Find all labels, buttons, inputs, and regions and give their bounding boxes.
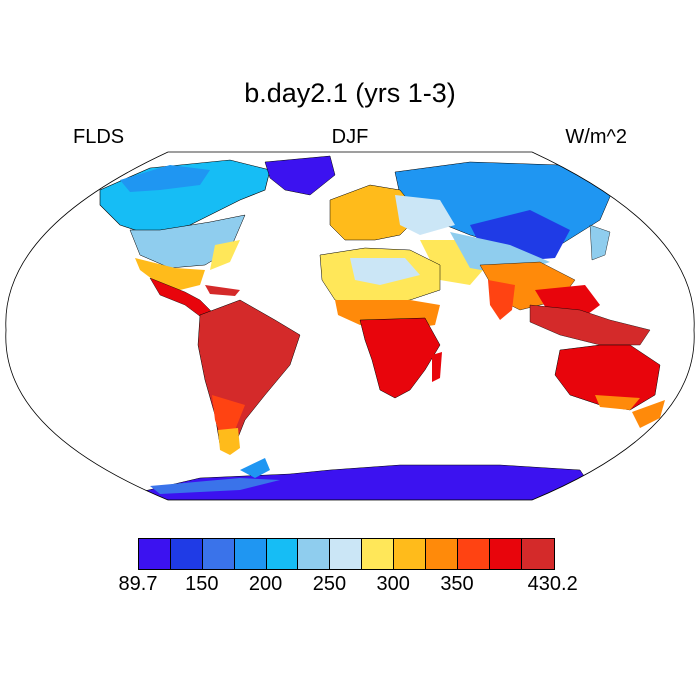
new-zealand	[632, 400, 665, 428]
units-label: W/m^2	[565, 126, 627, 148]
colorbar-segment	[202, 539, 235, 569]
season-label: DJF	[331, 126, 369, 148]
sa-main	[197, 299, 301, 446]
colorbar-tick-label: 300	[376, 573, 410, 595]
colorbar-segment	[489, 539, 522, 569]
oceania	[529, 304, 665, 428]
australia	[554, 344, 661, 411]
colorbar-segment	[394, 539, 427, 569]
south-america	[197, 299, 301, 455]
caribbean	[205, 285, 240, 296]
na-east	[210, 240, 240, 270]
map-border	[5, 151, 695, 501]
sa-south-orange	[212, 395, 245, 440]
india	[488, 280, 515, 320]
colorbar-tick-label: 430.2	[527, 573, 578, 595]
colorbar-segment	[521, 539, 554, 569]
colorbar-tick-label: 350	[440, 573, 474, 595]
colorbar-segment	[170, 539, 203, 569]
australia-south	[595, 395, 640, 410]
antarctic-peninsula	[240, 458, 270, 478]
africa	[319, 247, 442, 399]
antarctica-edge	[150, 478, 280, 494]
colorbar-tick-label: 250	[312, 573, 347, 595]
sa-tip	[218, 428, 240, 455]
colorbar-labels: 89.7 150 200 250 300 350 430.2	[0, 573, 700, 597]
antarctica-main	[139, 464, 601, 500]
colorbar-segment	[234, 539, 267, 569]
variable-label: FLDS	[73, 126, 125, 148]
colorbar-tick-label: 89.7	[118, 573, 158, 595]
colorbar-segment	[330, 539, 363, 569]
indonesia	[529, 304, 651, 346]
sahara-light	[350, 258, 420, 285]
north-america	[99, 155, 336, 321]
na-arctic	[120, 165, 210, 192]
colorbar-segment	[139, 539, 171, 569]
colorbar-tick-label: 150	[185, 573, 219, 595]
africa-south	[359, 317, 441, 399]
japan-kamchatka	[589, 224, 611, 261]
colorbar-tick-label: 200	[248, 573, 283, 595]
colorbar-segment	[362, 539, 395, 569]
europe-east	[395, 195, 455, 235]
antarctica	[139, 458, 601, 500]
greenland	[264, 155, 336, 196]
colorbar	[138, 538, 555, 570]
colorbar-segment	[298, 539, 331, 569]
na-south	[135, 258, 205, 290]
colorbar-segment	[266, 539, 299, 569]
colorbar-segment	[457, 539, 490, 569]
madagascar	[432, 352, 442, 382]
plot-title: b.day2.1 (yrs 1-3)	[244, 78, 456, 108]
colorbar-segment	[426, 539, 458, 569]
